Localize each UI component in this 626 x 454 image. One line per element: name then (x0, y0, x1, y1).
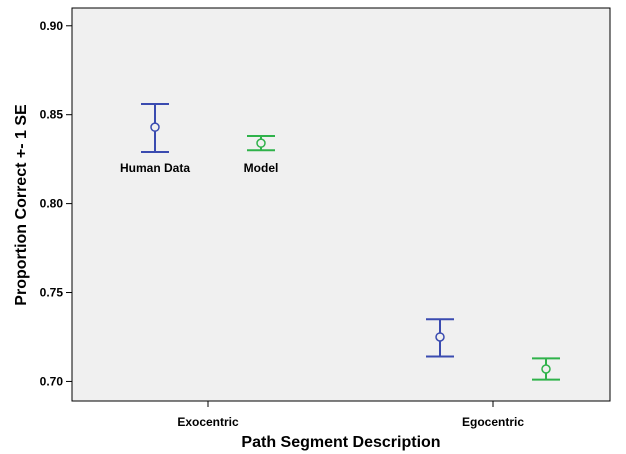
mean-point (435, 332, 445, 342)
mean-point (150, 122, 160, 132)
errorbar-model (247, 135, 275, 152)
y-tick-label: 0.75 (40, 286, 64, 300)
mean-point (541, 364, 551, 374)
y-tick-label: 0.90 (40, 19, 64, 33)
y-axis-title: Proportion Correct +- 1 SE (13, 104, 30, 306)
errorbar-human-data (426, 318, 454, 358)
x-tick-label: Exocentric (177, 415, 239, 429)
annotation-human-data: Human Data (120, 161, 190, 175)
x-tick-label: Egocentric (462, 415, 524, 429)
y-ticks: 0.70 0.75 0.80 0.85 0.90 (40, 19, 72, 388)
errorbar-human-data (141, 103, 169, 154)
errorbar-model (532, 357, 560, 381)
y-tick-label: 0.85 (40, 108, 64, 122)
plot-area (71, 7, 611, 402)
y-tick-label: 0.70 (40, 374, 64, 388)
x-axis-title: Path Segment Description (241, 434, 440, 451)
x-ticks: Exocentric Egocentric (177, 401, 524, 429)
y-tick-label: 0.80 (40, 197, 64, 211)
annotation-model: Model (244, 161, 279, 175)
mean-point (256, 138, 266, 148)
data-marks (141, 103, 560, 381)
